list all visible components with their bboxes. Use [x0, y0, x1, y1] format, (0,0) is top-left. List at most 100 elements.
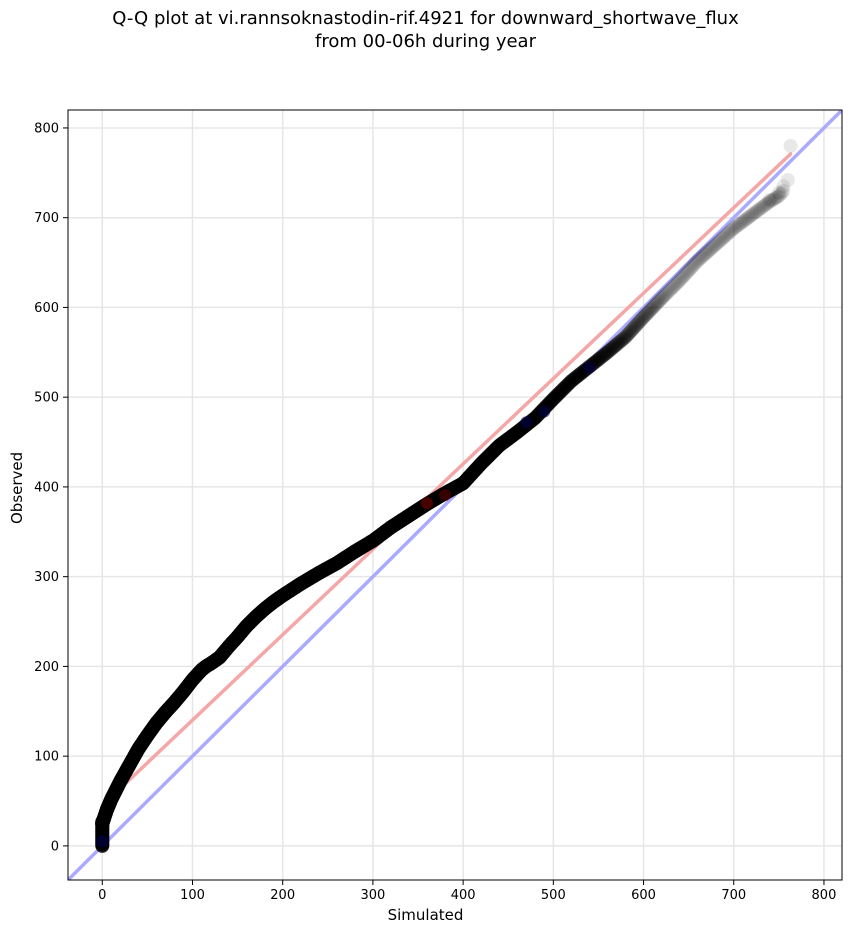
highlight-point [583, 361, 596, 374]
data-point [570, 368, 585, 383]
data-point [655, 290, 670, 305]
y-tick-label: 500 [34, 391, 59, 406]
data-point [766, 192, 781, 207]
data-point [693, 251, 708, 266]
x-tick-label: 300 [360, 888, 385, 903]
data-point [745, 207, 760, 222]
data-point [734, 215, 749, 230]
data-point [684, 260, 699, 275]
data-point [757, 198, 772, 213]
data-point [650, 295, 665, 310]
data-point [609, 337, 624, 352]
data-point [548, 389, 563, 404]
data-point [591, 352, 606, 367]
data-point [563, 374, 578, 389]
data-point [660, 285, 675, 300]
y-tick-label: 800 [34, 121, 59, 136]
data-point [712, 234, 727, 249]
data-point [571, 368, 586, 383]
data-point [708, 237, 723, 252]
data-point [754, 200, 769, 215]
data-point [629, 318, 644, 333]
reference-line-fit [100, 152, 793, 808]
data-point [688, 255, 703, 270]
data-point [562, 376, 577, 391]
data-point [727, 220, 742, 235]
data-point [668, 277, 683, 292]
x-tick-label: 200 [270, 888, 295, 903]
data-point [672, 273, 687, 288]
data-point [675, 270, 690, 285]
data-point [625, 321, 640, 336]
data-point [765, 192, 780, 207]
data-point [552, 385, 567, 400]
data-point [740, 211, 755, 226]
data-point [559, 379, 574, 394]
data-point [600, 345, 615, 360]
data-point [612, 334, 627, 349]
data-point [662, 283, 677, 298]
highlight-point [439, 489, 452, 501]
data-point [720, 227, 735, 242]
data-point [715, 231, 730, 246]
data-point [627, 320, 642, 335]
data-point [636, 309, 651, 324]
data-point [632, 314, 647, 329]
data-point [725, 222, 740, 237]
data-point [722, 225, 737, 240]
data-point [564, 373, 579, 388]
data-point [630, 317, 645, 332]
data-point [772, 188, 787, 203]
data-point [643, 302, 658, 317]
data-point [692, 252, 707, 267]
data-point [594, 350, 609, 365]
data-point [738, 213, 753, 228]
data-point [709, 236, 724, 251]
data-point [654, 291, 669, 306]
data-point [566, 372, 581, 387]
data-point [730, 218, 745, 233]
data-point [556, 382, 571, 397]
data-point [572, 367, 587, 382]
data-point [767, 191, 782, 206]
x-tick-label: 800 [812, 888, 837, 903]
highlight-point [421, 497, 434, 510]
y-tick-label: 700 [34, 211, 59, 226]
data-point [613, 333, 628, 348]
data-point [676, 269, 691, 284]
data-point [741, 210, 756, 225]
data-point [685, 259, 700, 274]
data-point [746, 206, 761, 221]
data-point [641, 305, 656, 320]
data-point [614, 333, 629, 348]
data-point [699, 245, 714, 260]
data-point [752, 202, 767, 217]
data-point [776, 183, 791, 198]
data-point [751, 203, 766, 218]
data-point [762, 192, 777, 207]
data-point [635, 311, 650, 326]
data-point [565, 373, 580, 388]
data-point [648, 298, 663, 313]
data-point [596, 348, 611, 363]
data-point [764, 193, 779, 208]
y-tick-label: 600 [34, 301, 59, 316]
data-point [694, 250, 709, 265]
data-point [747, 205, 762, 220]
data-point [592, 351, 607, 366]
data-point [620, 327, 635, 342]
data-point [776, 179, 791, 194]
data-point [733, 216, 748, 231]
data-point [608, 338, 623, 353]
data-points [95, 138, 798, 853]
data-point [647, 299, 662, 314]
data-point [783, 138, 798, 153]
data-point [651, 294, 666, 309]
data-point [736, 213, 751, 228]
data-point [706, 239, 721, 254]
data-point [763, 194, 778, 209]
highlight-point [96, 835, 109, 848]
data-point [671, 274, 686, 289]
data-point [729, 219, 744, 234]
highlight-point [520, 416, 533, 429]
